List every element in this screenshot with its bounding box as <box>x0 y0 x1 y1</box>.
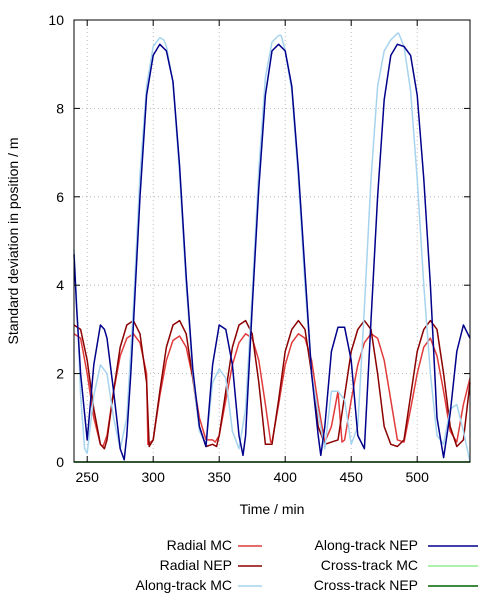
x-tick-label: 350 <box>208 469 232 485</box>
y-tick-label: 4 <box>56 277 64 293</box>
x-tick-label: 250 <box>76 469 100 485</box>
series-line-radial-mc <box>74 334 470 447</box>
y-tick-label: 8 <box>56 100 64 116</box>
legend-label-radial-mc: Radial MC <box>167 537 232 553</box>
y-tick-label: 0 <box>56 454 64 470</box>
x-tick-label: 500 <box>406 469 430 485</box>
x-tick-label: 450 <box>340 469 364 485</box>
series-line-radial-nep <box>74 321 470 449</box>
legend-label-along-track-nep: Along-track NEP <box>315 537 418 553</box>
y-axis-label: Standard deviation in position / m <box>5 137 21 344</box>
legend-label-radial-nep: Radial NEP <box>160 557 232 573</box>
axis-ticks: 250 300 350 400 450 500 0 2 4 6 8 10 <box>48 12 470 485</box>
x-tick-label: 400 <box>274 469 298 485</box>
legend-label-cross-track-mc: Cross-track MC <box>321 557 418 573</box>
series-lines <box>74 33 470 462</box>
legend-label-cross-track-nep: Cross-track NEP <box>314 577 418 593</box>
x-tick-label: 300 <box>142 469 166 485</box>
legend-label-along-track-mc: Along-track MC <box>136 577 232 593</box>
legend: Radial MC Radial NEP Along-track MC Along-t… <box>136 537 478 593</box>
x-axis-label: Time / min <box>240 501 305 517</box>
y-tick-label: 10 <box>48 12 64 28</box>
y-tick-label: 6 <box>56 189 64 205</box>
y-tick-label: 2 <box>56 366 64 382</box>
